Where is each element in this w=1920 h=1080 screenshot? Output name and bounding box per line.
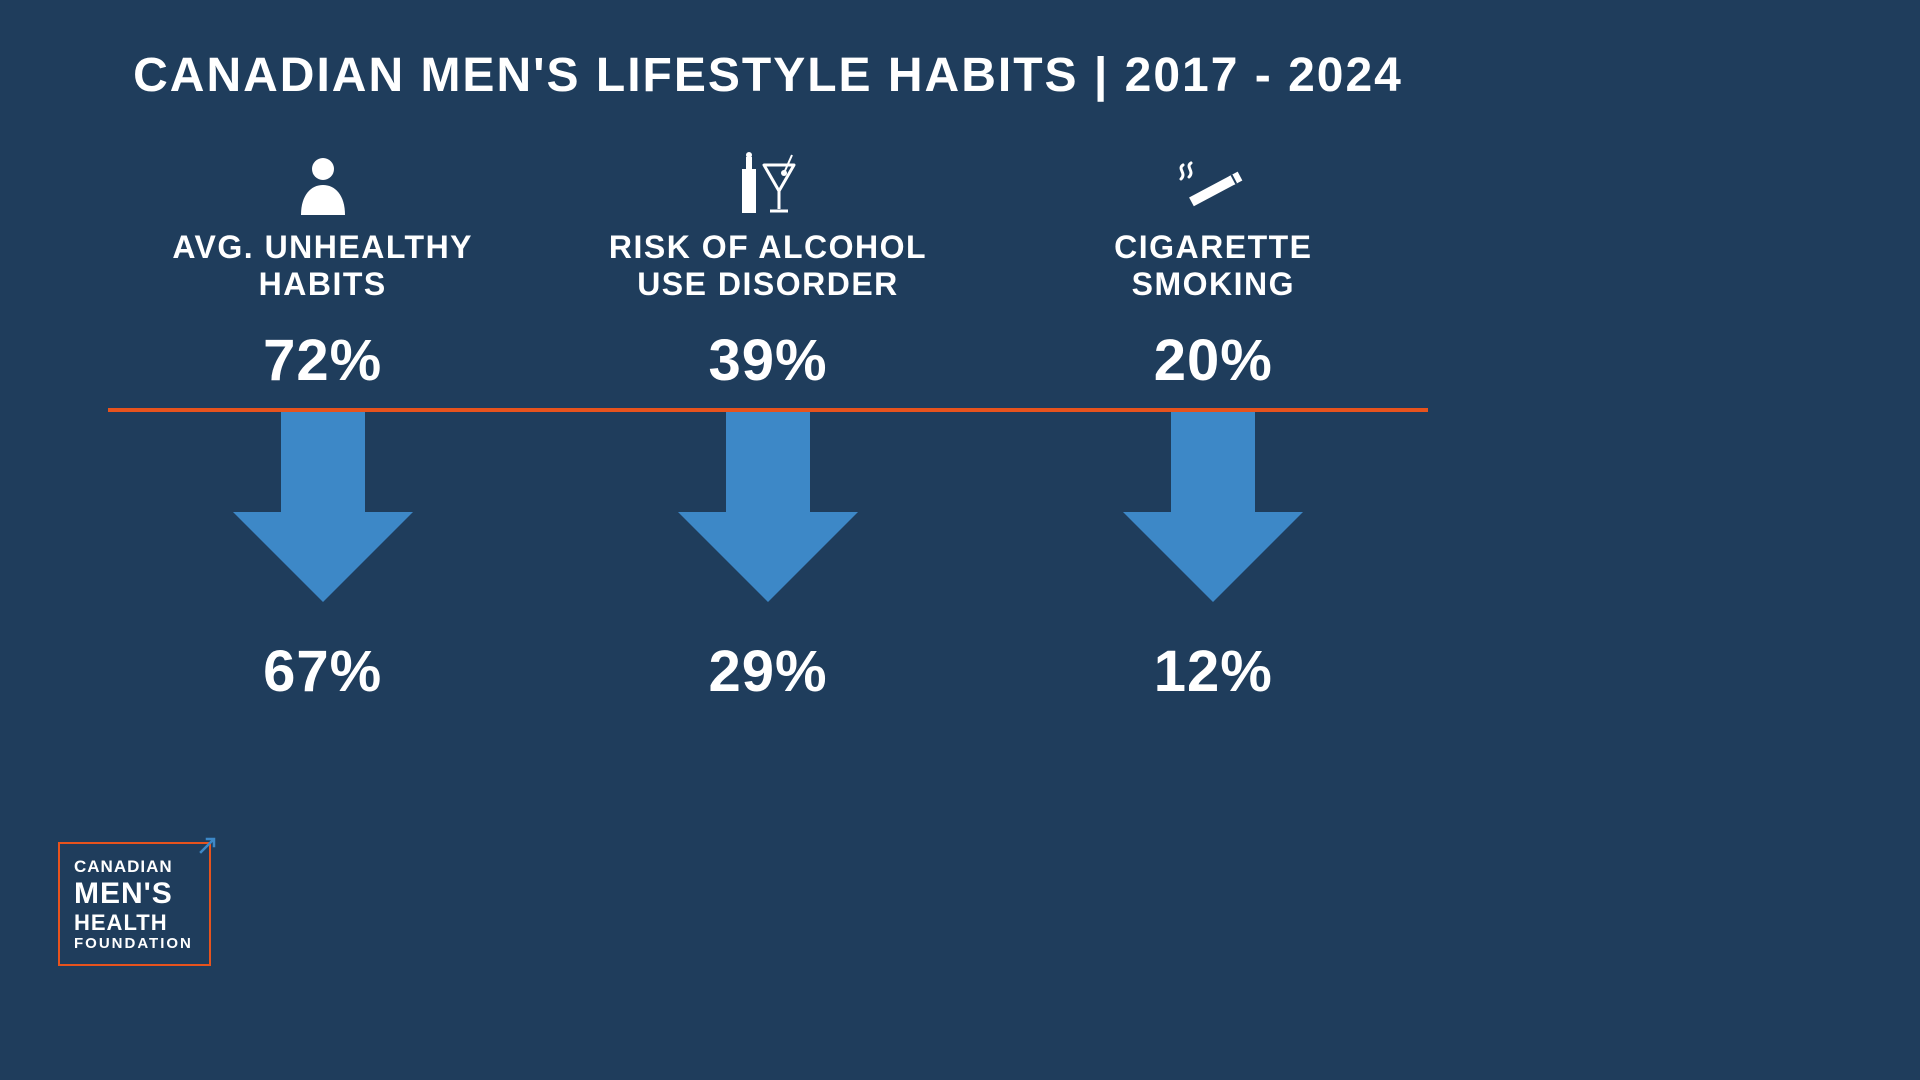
col-label: RISK OF ALCOHOL USE DISORDER xyxy=(609,229,927,309)
logo-line2: MEN'S xyxy=(74,878,193,910)
down-arrow-icon xyxy=(1113,412,1313,602)
logo-line3: HEALTH xyxy=(74,911,193,934)
drink-icon xyxy=(732,143,804,215)
org-logo: CANADIAN MEN'S HEALTH FOUNDATION xyxy=(58,842,211,966)
arrow-col-1: 67% xyxy=(100,412,545,705)
col-unhealthy: AVG. UNHEALTHY HABITS 72% xyxy=(100,143,545,394)
logo-line1: CANADIAN xyxy=(74,858,193,876)
top-value: 39% xyxy=(708,327,827,394)
col-smoking: CIGARETTE SMOKING 20% xyxy=(991,143,1436,394)
top-value: 20% xyxy=(1154,327,1273,394)
col-label: AVG. UNHEALTHY HABITS xyxy=(172,229,473,309)
logo-arrow-icon xyxy=(199,836,217,854)
logo-line4: FOUNDATION xyxy=(74,936,193,952)
top-value: 72% xyxy=(263,327,382,394)
person-icon xyxy=(295,143,351,215)
stats-columns: AVG. UNHEALTHY HABITS 72% RISK OF ALCOHO… xyxy=(0,143,1536,394)
arrow-col-3: 12% xyxy=(991,412,1436,705)
col-alcohol: RISK OF ALCOHOL USE DISORDER 39% xyxy=(545,143,990,394)
down-arrow-icon xyxy=(668,412,868,602)
col-label: CIGARETTE SMOKING xyxy=(1114,229,1312,309)
bottom-value: 67% xyxy=(263,638,382,705)
bottom-value: 29% xyxy=(708,638,827,705)
cigarette-icon xyxy=(1173,143,1253,215)
infographic-title: CANADIAN MEN'S LIFESTYLE HABITS | 2017 -… xyxy=(0,0,1536,103)
down-arrow-icon xyxy=(223,412,423,602)
arrows-row: 67% 29% 12% xyxy=(0,412,1536,705)
bottom-value: 12% xyxy=(1154,638,1273,705)
arrow-col-2: 29% xyxy=(545,412,990,705)
